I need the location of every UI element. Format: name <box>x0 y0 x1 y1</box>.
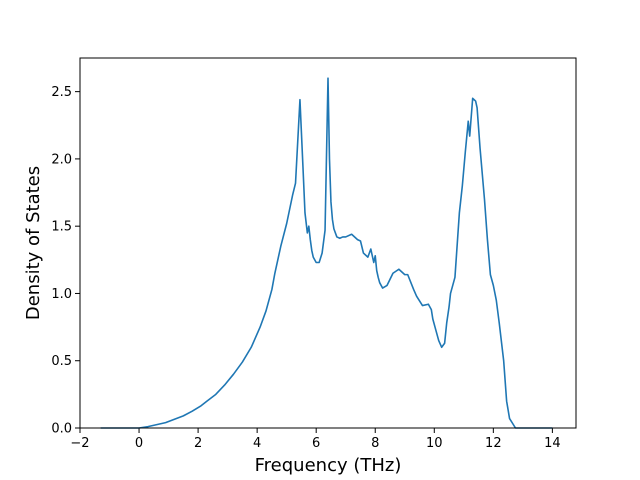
y-axis-title: Density of States <box>23 166 44 320</box>
x-tick-label: 2 <box>194 436 202 451</box>
x-tick-label: 0 <box>135 436 143 451</box>
x-tick-label: 14 <box>544 436 561 451</box>
y-tick-label: 0.5 <box>51 354 72 369</box>
x-tick-label: 10 <box>426 436 443 451</box>
x-tick-label: 8 <box>371 436 379 451</box>
y-tick-label: 1.0 <box>51 287 72 302</box>
x-axis-title: Frequency (THz) <box>255 455 402 476</box>
dos-series-line <box>100 77 553 429</box>
x-tick-label: 6 <box>312 436 320 451</box>
x-tick-label: 12 <box>485 436 502 451</box>
y-tick-label: 2.5 <box>51 85 72 100</box>
y-axis-ticks: 0.0 0.5 1.0 1.5 2.0 2.5 <box>51 85 80 437</box>
y-tick-label: 1.5 <box>51 220 72 235</box>
x-axis-ticks: −2 0 2 4 6 8 10 12 14 <box>70 428 561 451</box>
y-tick-label: 0.0 <box>51 422 72 437</box>
x-tick-label: −2 <box>70 436 89 451</box>
plot-frame <box>79 57 577 429</box>
y-tick-label: 2.0 <box>51 152 72 167</box>
x-tick-label: 4 <box>253 436 261 451</box>
